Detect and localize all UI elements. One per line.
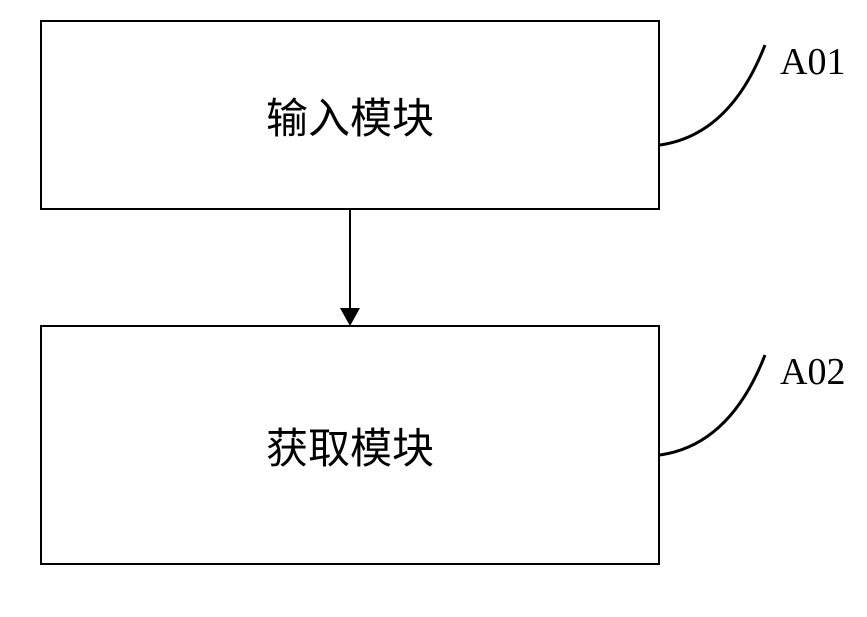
annotation-a01: A01 (780, 40, 845, 84)
edge-arrow-head (340, 308, 360, 326)
connector-curve-a02 (660, 345, 780, 465)
edge-arrow-line (349, 210, 351, 310)
node-label: 获取模块 (266, 415, 434, 476)
node-label: 输入模块 (266, 85, 434, 146)
node-fetch-module: 获取模块 (40, 325, 660, 565)
annotation-a02: A02 (780, 350, 845, 394)
node-input-module: 输入模块 (40, 20, 660, 210)
connector-curve-a01 (660, 35, 780, 155)
